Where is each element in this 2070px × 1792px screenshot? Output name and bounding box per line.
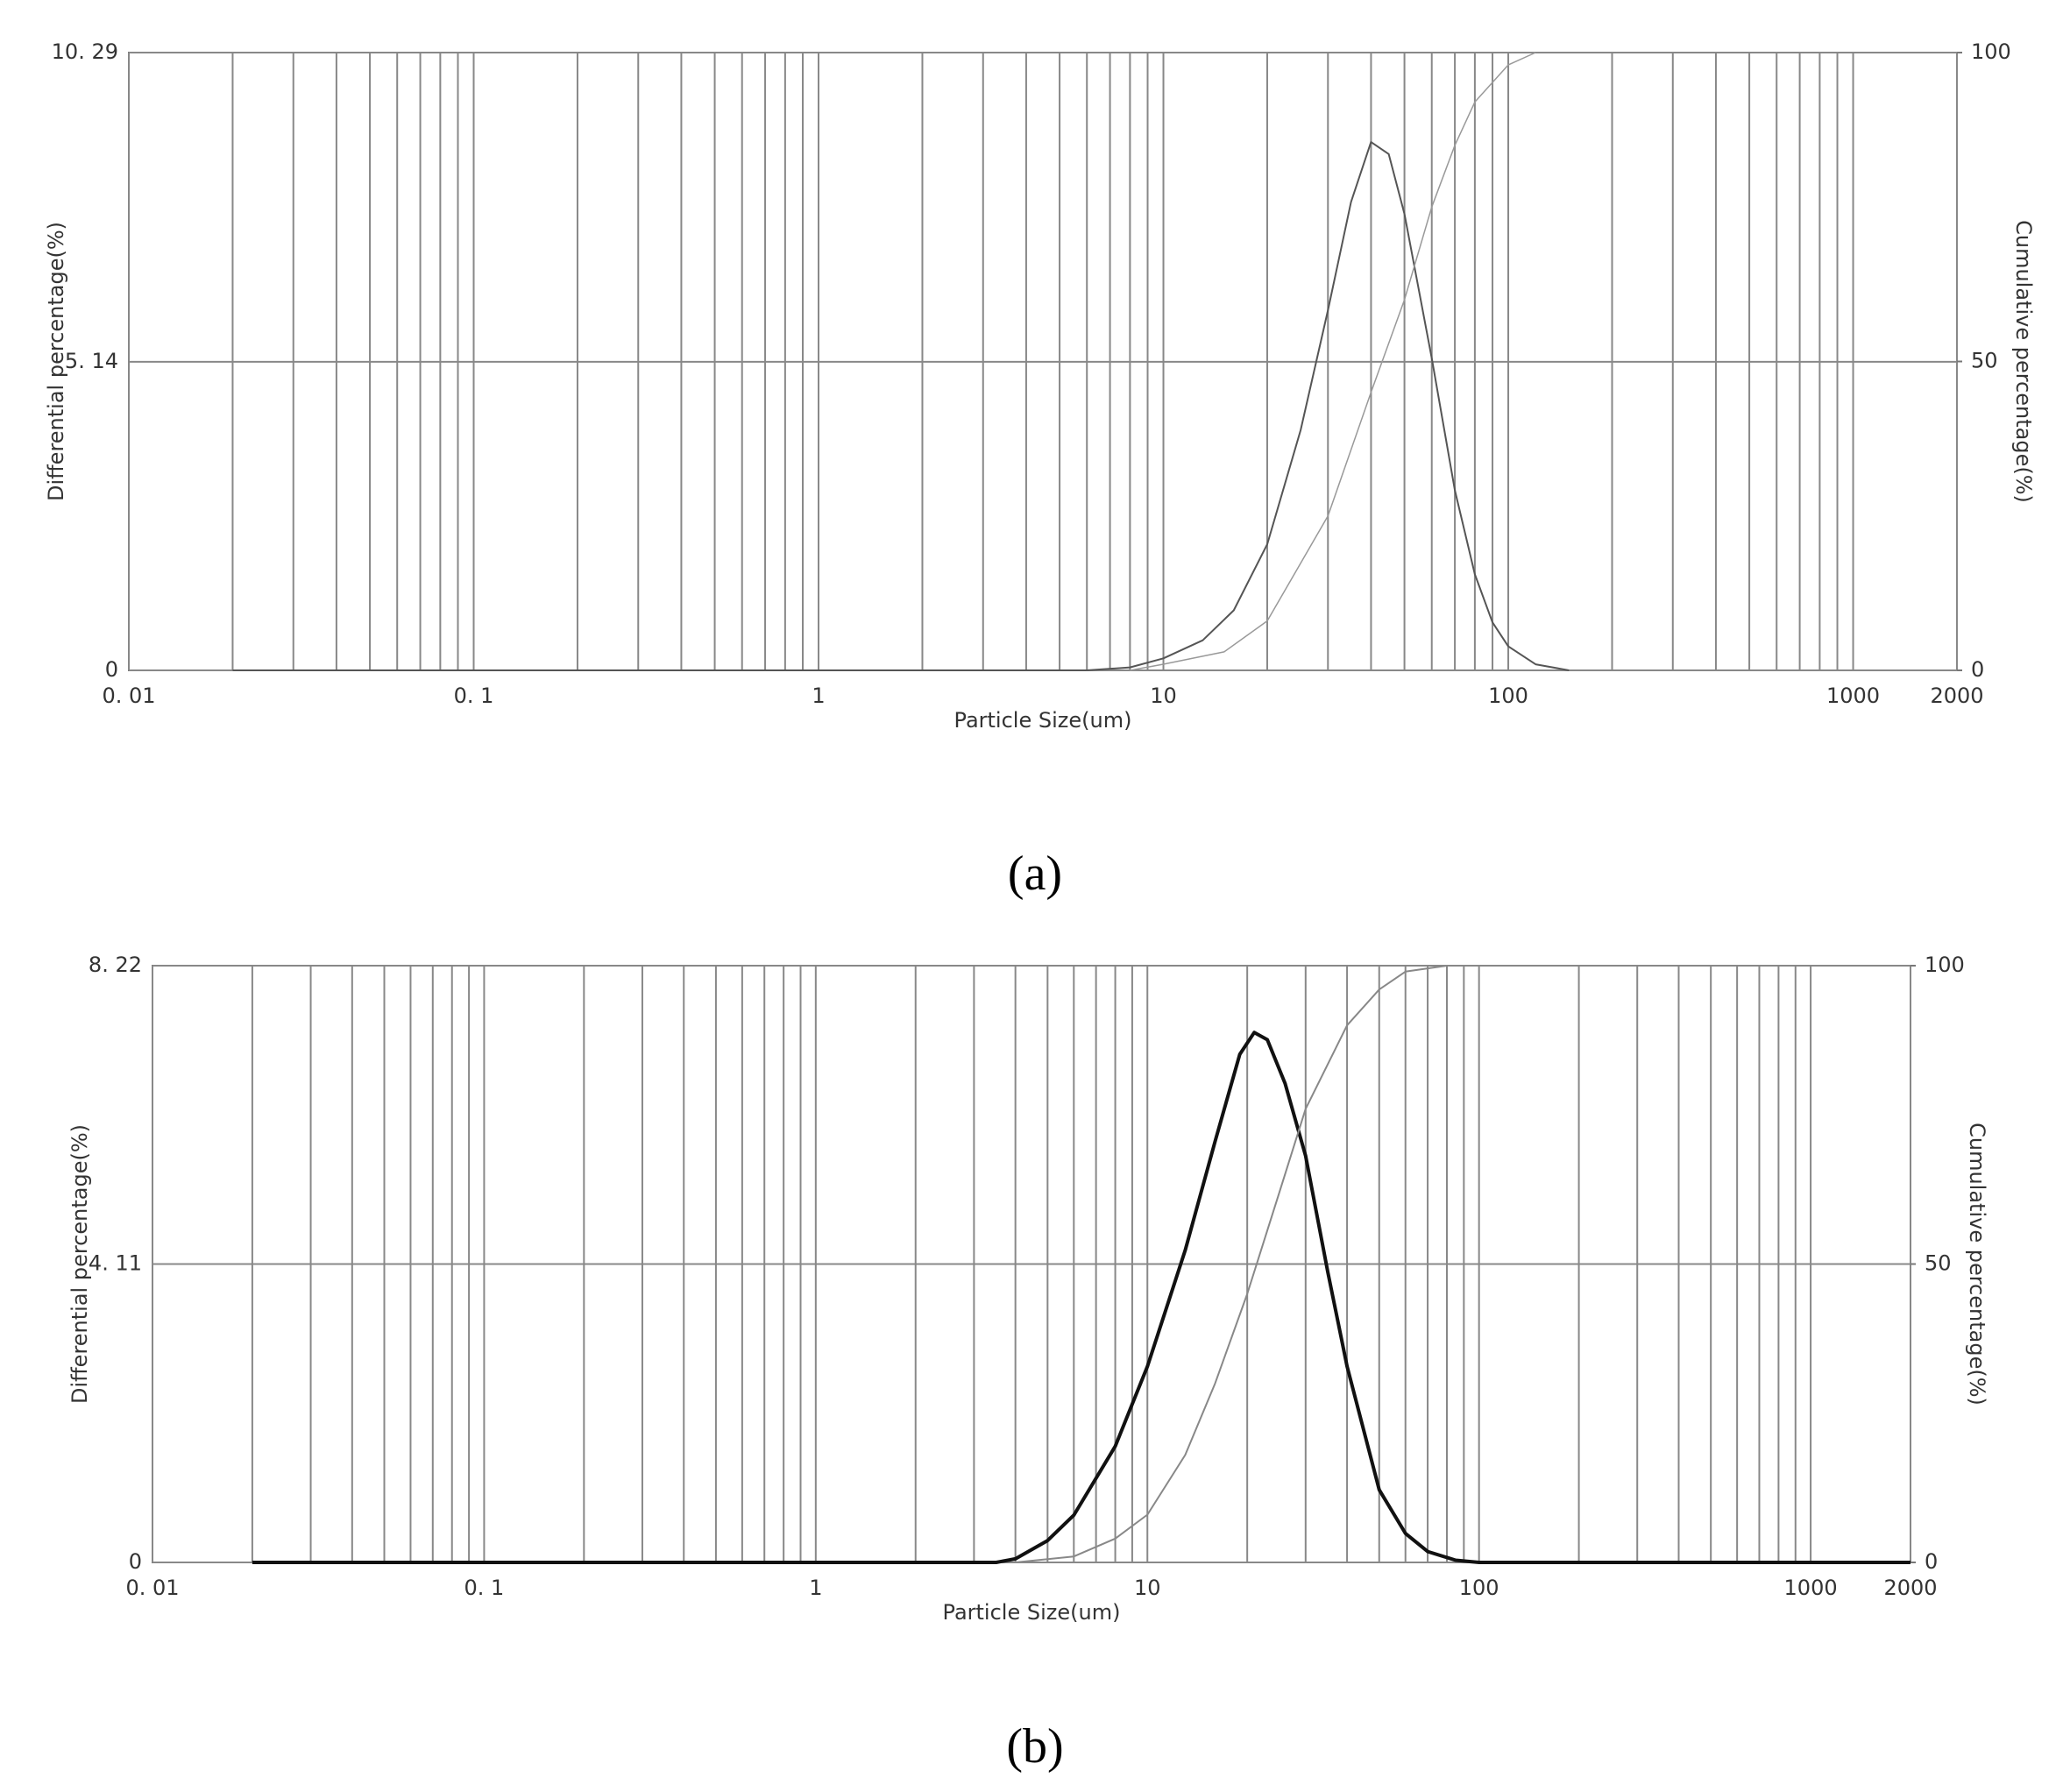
y-tick-label: 8. 22 [89, 953, 142, 977]
series-line [1015, 965, 1479, 1563]
x-axis-label: Particle Size(um) [954, 708, 1132, 733]
x-tick-label: 10 [1134, 1576, 1161, 1600]
y2-tick-label: 100 [1925, 953, 1965, 977]
y-tick-label: 4. 11 [89, 1251, 142, 1276]
series-line [252, 1031, 1910, 1564]
y2-tick-label: 50 [1925, 1251, 1952, 1276]
y-tick-label: 0 [129, 1549, 142, 1574]
y2-tick-label: 100 [1971, 39, 2011, 64]
y-axis-label: Differential percentage(%) [44, 222, 68, 501]
series-line [1130, 52, 1536, 671]
x-tick-label: 0. 01 [102, 684, 155, 708]
x-tick-label: 10 [1150, 684, 1177, 708]
y2-axis-label: Cumulative percentage(%) [2011, 220, 2036, 503]
y2-tick-label: 50 [1971, 349, 1998, 373]
x-tick-label: 0. 1 [454, 684, 494, 708]
x-tick-label: 1 [809, 1576, 822, 1600]
x-tick-label: 0. 1 [464, 1576, 505, 1600]
x-axis-label: Particle Size(um) [943, 1600, 1121, 1625]
y-tick-label: 0 [105, 657, 118, 682]
x-tick-label: 100 [1488, 684, 1528, 708]
y-tick-label: 10. 29 [52, 39, 118, 64]
x-tick-label: 0. 01 [125, 1576, 179, 1600]
y-tick-label: 5. 14 [65, 349, 118, 373]
x-tick-label: 100 [1459, 1576, 1499, 1600]
y2-tick-label: 0 [1925, 1549, 1938, 1574]
y-axis-label: Differential percentage(%) [67, 1124, 92, 1404]
x-tick-label: 1000 [1784, 1576, 1838, 1600]
caption: (b) [1006, 1719, 1063, 1774]
x-tick-label: 1000 [1826, 684, 1880, 708]
series-line [232, 141, 1570, 671]
y2-axis-label: Cumulative percentage(%) [1965, 1123, 1989, 1406]
x-tick-label: 1 [812, 684, 825, 708]
x-tick-label: 2000 [1930, 684, 1983, 708]
x-tick-label: 2000 [1883, 1576, 1937, 1600]
y2-tick-label: 0 [1971, 657, 1984, 682]
caption: (a) [1008, 846, 1062, 901]
